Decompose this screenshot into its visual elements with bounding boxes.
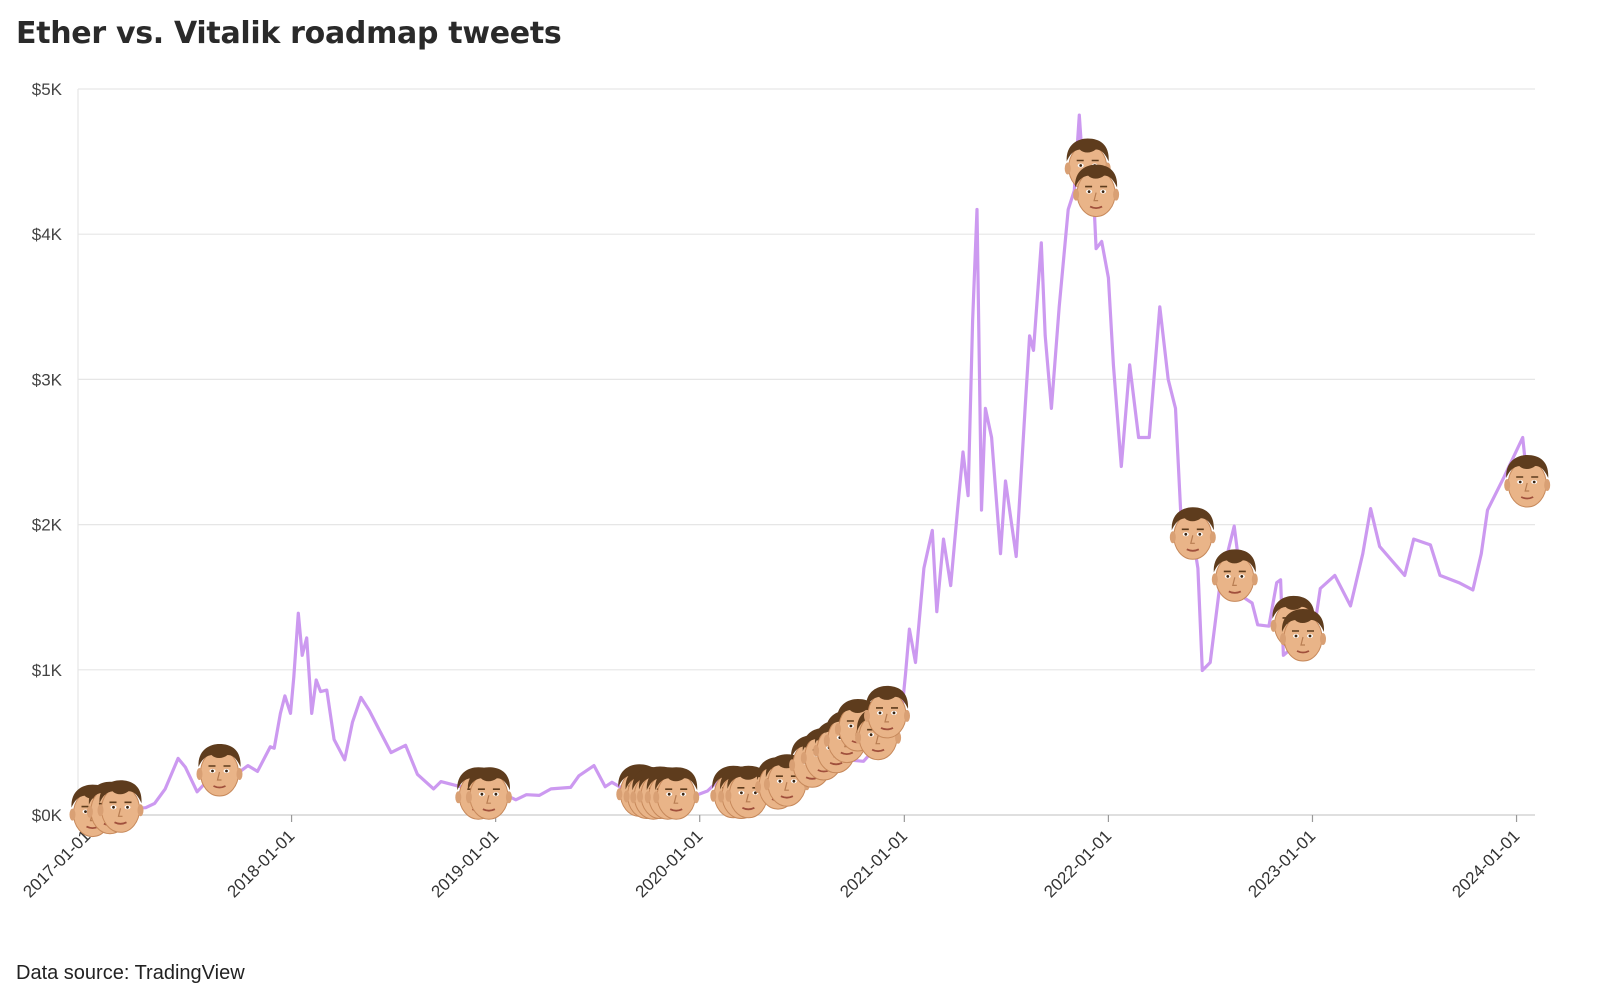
vitalik-face-icon — [1168, 506, 1217, 561]
data-source-note: Data source: TradingView — [16, 962, 245, 984]
vitalik-face-icon — [1503, 454, 1552, 508]
y-gridlines — [77, 88, 1535, 816]
x-tick-label: 2019-01-01 — [428, 826, 503, 901]
x-tick-label: 2018-01-01 — [223, 826, 298, 901]
x-tick-label: 2024-01-01 — [1448, 826, 1523, 901]
x-tick-label: 2021-01-01 — [836, 826, 911, 901]
x-axis: 2017-01-01 2018-01-01 2019-01-01 2020-01-01… — [19, 815, 1523, 901]
tweet-markers — [68, 137, 1552, 838]
vitalik-face-icon — [1072, 163, 1120, 218]
y-tick-label: $0K — [32, 806, 63, 825]
x-tick-label: 2022-01-01 — [1040, 826, 1115, 901]
x-tick-label: 2020-01-01 — [632, 826, 707, 901]
y-tick-label: $5K — [32, 80, 63, 99]
y-tick-label: $4K — [32, 225, 63, 244]
y-tick-label: $1K — [32, 661, 63, 680]
y-tick-label: $3K — [32, 370, 63, 389]
x-tick-label: 2017-01-01 — [19, 826, 94, 901]
y-axis-labels: $0K $1K $2K $3K $4K $5K — [32, 80, 63, 825]
y-tick-label: $2K — [32, 516, 63, 535]
vitalik-face-icon — [195, 743, 244, 797]
chart-title: Ether vs. Vitalik roadmap tweets — [16, 16, 562, 51]
eth-price-line — [76, 113, 1537, 816]
x-tick-label: 2023-01-01 — [1244, 826, 1319, 901]
price-line-layer — [76, 113, 1537, 816]
